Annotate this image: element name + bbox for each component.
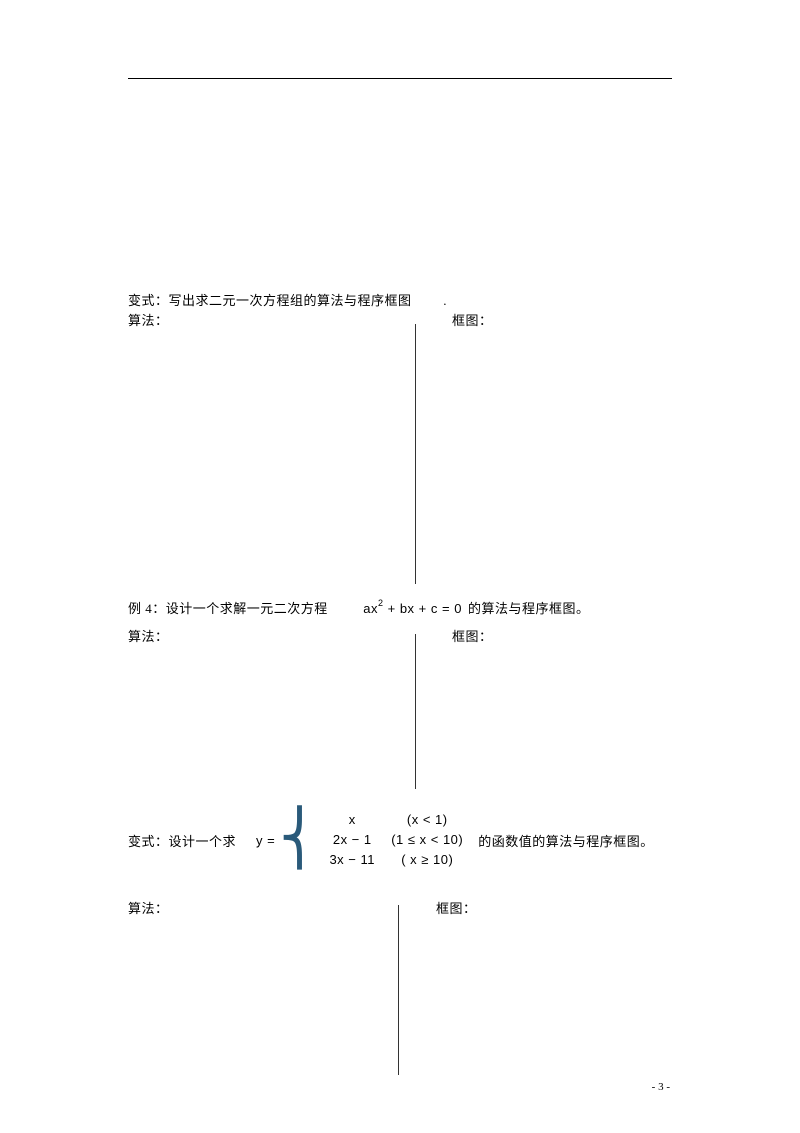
section1-diagram-label: 框图：: [452, 310, 493, 329]
section2-prompt-prefix: 例 4：设计一个求解一元二次方程: [128, 601, 328, 616]
case-expr-1: x: [322, 810, 382, 830]
piecewise-cases: x (x < 1) 2x − 1 (1 ≤ x < 10) 3x − 11 ( …: [322, 810, 472, 870]
section3-prompt-prefix: 变式：设计一个求: [128, 831, 236, 850]
piecewise-function: y = ⎨ x (x < 1) 2x − 1 (1 ≤ x < 10) 3x −…: [256, 810, 472, 870]
eq-b: + bx + c = 0: [384, 601, 462, 616]
eq-sup: 2: [378, 598, 384, 608]
page: 变式：写出求二元一次方程组的算法与程序框图 . 算法： 框图： 例 4：设计一个…: [0, 0, 800, 1133]
section3-prompt: 变式：设计一个求 y = ⎨ x (x < 1) 2x − 1 (1 ≤ x <…: [128, 810, 654, 870]
section1-divider: [415, 324, 416, 584]
case-cond-2: (1 ≤ x < 10): [382, 830, 472, 850]
section2-prompt-suffix: 的算法与程序框图。: [468, 601, 590, 616]
left-brace-icon: ⎨: [279, 811, 320, 865]
case-row-1: x (x < 1): [322, 810, 472, 830]
case-cond-1: (x < 1): [382, 810, 472, 830]
piecewise-y: y =: [256, 833, 275, 848]
case-row-3: 3x − 11 ( x ≥ 10): [322, 850, 472, 870]
section1-algo-label: 算法：: [128, 310, 169, 329]
section1-prompt: 变式：写出求二元一次方程组的算法与程序框图 .: [128, 290, 447, 309]
case-expr-2: 2x − 1: [322, 830, 382, 850]
section2-prompt: 例 4：设计一个求解一元二次方程 ax2 + bx + c = 0 的算法与程序…: [128, 598, 590, 617]
case-expr-3: 3x − 11: [322, 850, 382, 870]
page-number: - 3 -: [652, 1081, 670, 1093]
section3-algo-label: 算法：: [128, 898, 169, 917]
section2-equation: ax2 + bx + c = 0: [363, 601, 466, 616]
case-cond-3: ( x ≥ 10): [382, 850, 472, 870]
top-rule: [128, 78, 672, 79]
section3-diagram-label: 框图：: [436, 898, 477, 917]
section3-divider: [398, 905, 399, 1075]
section3-prompt-suffix: 的函数值的算法与程序框图。: [478, 831, 654, 850]
section1-prompt-suffix: .: [443, 293, 447, 308]
case-row-2: 2x − 1 (1 ≤ x < 10): [322, 830, 472, 850]
section2-algo-label: 算法：: [128, 626, 169, 645]
section2-divider: [415, 634, 416, 789]
section1-prompt-text: 变式：写出求二元一次方程组的算法与程序框图: [128, 293, 412, 308]
eq-a: ax: [363, 601, 378, 616]
section2-diagram-label: 框图：: [452, 626, 493, 645]
